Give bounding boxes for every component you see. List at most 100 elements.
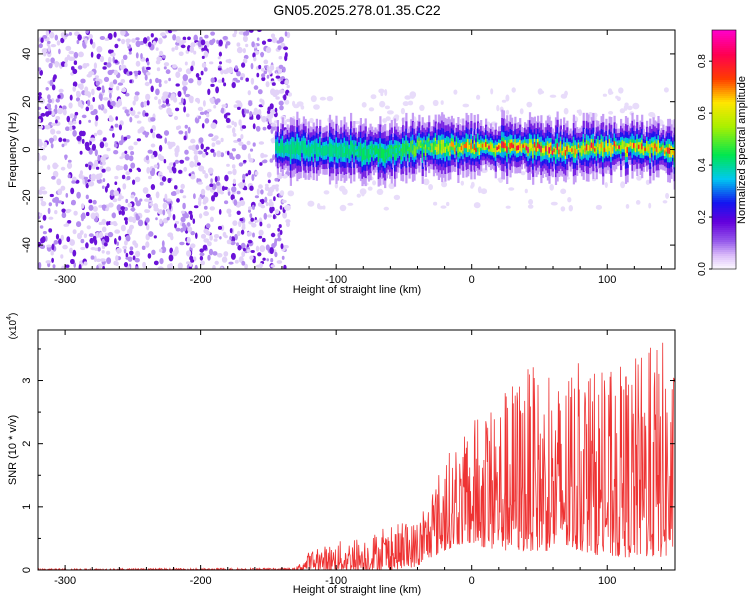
signal-cell [286,145,289,150]
snr-scale-suffix: ) [8,313,19,316]
noise-cell [148,41,152,48]
noise-cell [148,205,151,209]
signal-cell [437,144,440,151]
signal-cell [324,145,327,156]
noise-cell [115,116,118,121]
noise-cell [125,235,131,242]
faint-cell [496,104,500,112]
noise-cell [73,51,79,59]
colorbar-swatch [712,164,736,167]
faint-cell [473,202,481,209]
signal-cell [569,148,572,153]
colorbar-swatch [712,32,736,35]
noise-cell [72,120,77,125]
noise-cell [236,190,241,195]
noise-cell [97,154,101,162]
noise-cell [146,223,150,231]
noise-cell [239,200,246,206]
noise-cell [204,173,209,179]
noise-cell [198,137,204,144]
noise-cell [55,233,60,240]
noise-cell [246,231,252,237]
noise-cell [265,81,270,88]
noise-cell [56,178,62,186]
signal-cell [442,143,445,150]
signal-cell [387,150,390,155]
colorbar-swatch [712,184,736,187]
noise-cell [270,33,276,39]
noise-cell [199,255,204,261]
noise-cell [216,181,221,186]
signal-cell [548,147,551,154]
snr-scale-prefix: (x10 [8,319,19,339]
noise-cell [231,148,236,152]
noise-cell [99,55,105,63]
signal-cell [350,144,353,152]
noise-cell [182,202,186,210]
faint-cell [393,194,401,200]
noise-cell [80,238,85,244]
noise-cell [176,198,180,203]
noise-cell [275,96,280,100]
noise-cell [203,238,210,243]
noise-cell [142,261,147,269]
signal-cell [333,147,336,152]
noise-cell [113,150,119,155]
noise-cell [182,36,187,41]
signal-cell [454,147,457,152]
noise-cell [213,191,219,198]
noise-cell [278,64,284,69]
signal-cell [380,147,384,159]
noise-cell [201,123,205,129]
signal-cell [296,143,299,150]
noise-cell [284,55,288,62]
noise-cell [153,203,159,210]
signal-cell [418,140,421,147]
noise-cell [178,169,183,174]
noise-cell [119,120,124,126]
noise-cell [78,264,82,269]
signal-cell [397,147,400,152]
noise-cell [106,147,111,152]
noise-cell [124,153,130,161]
noise-cell [237,138,242,142]
noise-cell [84,141,90,148]
colorbar-swatch [712,54,736,57]
noise-cell [241,260,246,266]
noise-cell [102,137,107,142]
noise-cell [144,74,148,81]
colorbar-swatch [712,200,736,203]
noise-cell [256,72,260,78]
signal-cell [278,147,281,152]
noise-cell [200,188,206,196]
noise-cell [66,162,73,169]
noise-cell [165,69,171,75]
noise-cell [63,141,68,146]
noise-cell [254,171,259,176]
noise-cell [183,166,188,172]
signal-cell [533,142,536,148]
noise-cell [137,70,142,76]
faint-cell [287,190,295,197]
noise-cell [193,150,199,155]
faint-cell [480,188,488,195]
noise-cell [220,152,225,158]
colorbar-swatch [712,250,736,253]
colorbar-swatch [712,124,736,127]
noise-cell [220,137,224,143]
colorbar-swatch [712,262,736,265]
noise-cell [112,133,115,138]
noise-cell [85,194,89,200]
spectrogram-cells [38,30,675,269]
noise-cell [201,152,206,158]
spectrogram-x-tick-label: -100 [325,274,347,286]
signal-cell [341,146,345,158]
noise-cell [87,99,91,107]
noise-cell [278,89,285,94]
faint-cell [576,109,581,114]
noise-cell [165,98,170,105]
colorbar-swatch [712,248,736,251]
noise-cell [144,132,149,138]
colorbar-swatch [712,174,736,177]
noise-cell [151,167,156,174]
